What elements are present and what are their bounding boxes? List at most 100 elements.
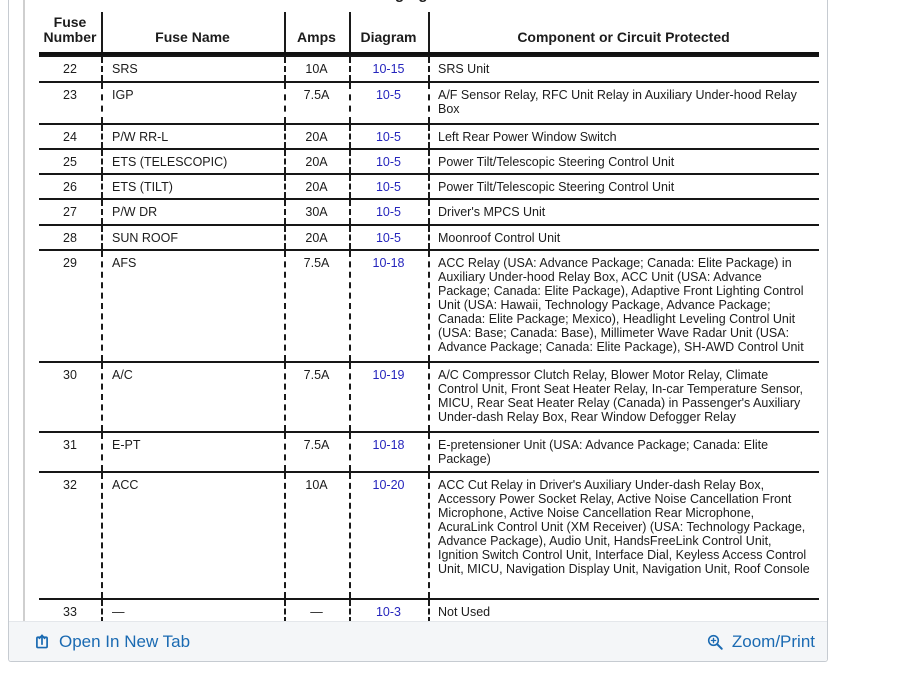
column-divider bbox=[428, 175, 430, 198]
cell-fuse-number: 23 bbox=[63, 88, 77, 102]
open-in-new-tab-label: Open In New Tab bbox=[59, 631, 191, 651]
table-row-fuse-24: 24 P/W RR-L 20A 10-5 Left Rear Power Window … bbox=[39, 123, 819, 148]
column-divider bbox=[101, 175, 103, 198]
cell-amps: 30A bbox=[305, 205, 328, 219]
column-divider bbox=[428, 150, 430, 173]
column-divider bbox=[101, 200, 103, 224]
table-row-fuse-32: 32 ACC 10A 10-20 ACC Cut Relay in Driver's A… bbox=[39, 471, 819, 598]
column-divider bbox=[428, 251, 430, 361]
cell-diagram: 10-19 bbox=[349, 363, 428, 431]
cell-fuse-name: — bbox=[112, 605, 125, 619]
column-header-fuse-name: Fuse Name bbox=[155, 29, 230, 45]
diagram-link[interactable]: 10-5 bbox=[375, 205, 402, 219]
column-divider bbox=[101, 150, 103, 173]
cell-fuse-number: 29 bbox=[63, 256, 77, 270]
diagram-link[interactable]: 10-20 bbox=[372, 478, 405, 492]
column-divider bbox=[284, 600, 286, 621]
column-divider bbox=[349, 226, 351, 249]
cell-component: ACC Relay (USA: Advance Package; Canada:… bbox=[438, 256, 804, 354]
table-row-fuse-33: 33 — — 10-3 Not Used bbox=[39, 598, 819, 621]
column-divider bbox=[428, 12, 430, 52]
cell-component: E-pretensioner Unit (USA: Advance Packag… bbox=[438, 438, 769, 466]
diagram-link[interactable]: 10-15 bbox=[372, 62, 405, 76]
table-row-fuse-27: 27 P/W DR 30A 10-5 Driver's MPCS Unit bbox=[39, 198, 819, 224]
cell-component: ACC Cut Relay in Driver's Auxiliary Unde… bbox=[438, 478, 810, 576]
cell-amps: 7.5A bbox=[303, 368, 330, 382]
page-edge-line bbox=[23, 0, 25, 621]
column-divider bbox=[284, 473, 286, 598]
cell-diagram: 10-20 bbox=[349, 473, 428, 598]
cell-amps: 10A bbox=[305, 478, 328, 492]
column-divider bbox=[284, 150, 286, 173]
column-divider bbox=[101, 363, 103, 431]
column-divider bbox=[349, 433, 351, 471]
diagram-link[interactable]: 10-18 bbox=[372, 438, 405, 452]
column-divider bbox=[101, 251, 103, 361]
cell-amps: 20A bbox=[305, 130, 328, 144]
column-divider bbox=[428, 433, 430, 471]
cutoff-title-fragment: g g bbox=[395, 0, 441, 8]
column-divider bbox=[428, 200, 430, 224]
diagram-link[interactable]: 10-18 bbox=[372, 256, 405, 270]
column-divider bbox=[428, 226, 430, 249]
diagram-link[interactable]: 10-19 bbox=[372, 368, 405, 382]
cell-amps: 20A bbox=[305, 231, 328, 245]
column-divider bbox=[101, 600, 103, 621]
cell-diagram: 10-5 bbox=[349, 125, 428, 148]
document-page: g g Fuse Number Fuse Name Amps Diagram Compo… bbox=[9, 0, 827, 621]
diagram-link[interactable]: 10-3 bbox=[375, 605, 402, 619]
zoom-print-label: Zoom/Print bbox=[731, 631, 815, 651]
cell-diagram: 10-18 bbox=[349, 251, 428, 361]
diagram-link[interactable]: 10-5 bbox=[375, 180, 402, 194]
column-divider bbox=[284, 433, 286, 471]
cell-fuse-number: 22 bbox=[63, 62, 77, 76]
open-in-new-tab-icon bbox=[33, 633, 51, 651]
diagram-link[interactable]: 10-5 bbox=[375, 155, 402, 169]
cell-fuse-number: 24 bbox=[63, 130, 77, 144]
cell-fuse-name: AFS bbox=[112, 256, 137, 270]
cell-amps: 7.5A bbox=[303, 88, 330, 102]
column-divider bbox=[428, 473, 430, 598]
open-in-new-tab-button[interactable]: Open In New Tab bbox=[33, 632, 190, 652]
column-divider bbox=[428, 125, 430, 148]
cell-fuse-name: A/C bbox=[112, 368, 133, 382]
column-divider bbox=[349, 150, 351, 173]
column-divider bbox=[349, 473, 351, 598]
zoom-plus-icon bbox=[706, 633, 724, 651]
cell-fuse-name: E-PT bbox=[112, 438, 141, 452]
cell-amps: 7.5A bbox=[303, 256, 330, 270]
diagram-link[interactable]: 10-5 bbox=[375, 88, 402, 102]
column-divider bbox=[101, 57, 103, 81]
column-divider bbox=[101, 125, 103, 148]
cell-fuse-name: IGP bbox=[112, 88, 134, 102]
column-divider bbox=[101, 433, 103, 471]
cell-fuse-name: SRS bbox=[112, 62, 138, 76]
column-divider bbox=[284, 12, 286, 52]
cell-fuse-name: ACC bbox=[112, 478, 139, 492]
cell-fuse-number: 26 bbox=[63, 180, 77, 194]
column-header-component: Component or Circuit Protected bbox=[517, 29, 730, 45]
table-row-fuse-29: 29 AFS 7.5A 10-18 ACC Relay (USA: Advance Pa… bbox=[39, 249, 819, 361]
table-row-fuse-25: 25 ETS (TELESCOPIC) 20A 10-5 Power Tilt/Tele… bbox=[39, 148, 819, 173]
column-divider bbox=[349, 175, 351, 198]
diagram-link[interactable]: 10-5 bbox=[375, 130, 402, 144]
column-divider bbox=[284, 251, 286, 361]
column-divider bbox=[284, 175, 286, 198]
cell-fuse-number: 33 bbox=[63, 605, 77, 619]
cell-fuse-number: 31 bbox=[63, 438, 77, 452]
cell-component: Power Tilt/Telescopic Steering Control U… bbox=[438, 155, 675, 169]
column-divider bbox=[349, 12, 351, 52]
cell-component: SRS Unit bbox=[438, 62, 490, 76]
column-divider bbox=[101, 12, 103, 52]
column-divider bbox=[284, 226, 286, 249]
cell-diagram: 10-5 bbox=[349, 150, 428, 173]
cell-fuse-number: 27 bbox=[63, 205, 77, 219]
zoom-print-button[interactable]: Zoom/Print bbox=[706, 632, 815, 652]
cell-component: Driver's MPCS Unit bbox=[438, 205, 546, 219]
column-divider bbox=[101, 473, 103, 598]
diagram-link[interactable]: 10-5 bbox=[375, 231, 402, 245]
cell-diagram: 10-5 bbox=[349, 226, 428, 249]
cell-diagram: 10-18 bbox=[349, 433, 428, 471]
cell-fuse-name: ETS (TILT) bbox=[112, 180, 173, 194]
table-row-fuse-30: 30 A/C 7.5A 10-19 A/C Compressor Clutch Rela… bbox=[39, 361, 819, 431]
